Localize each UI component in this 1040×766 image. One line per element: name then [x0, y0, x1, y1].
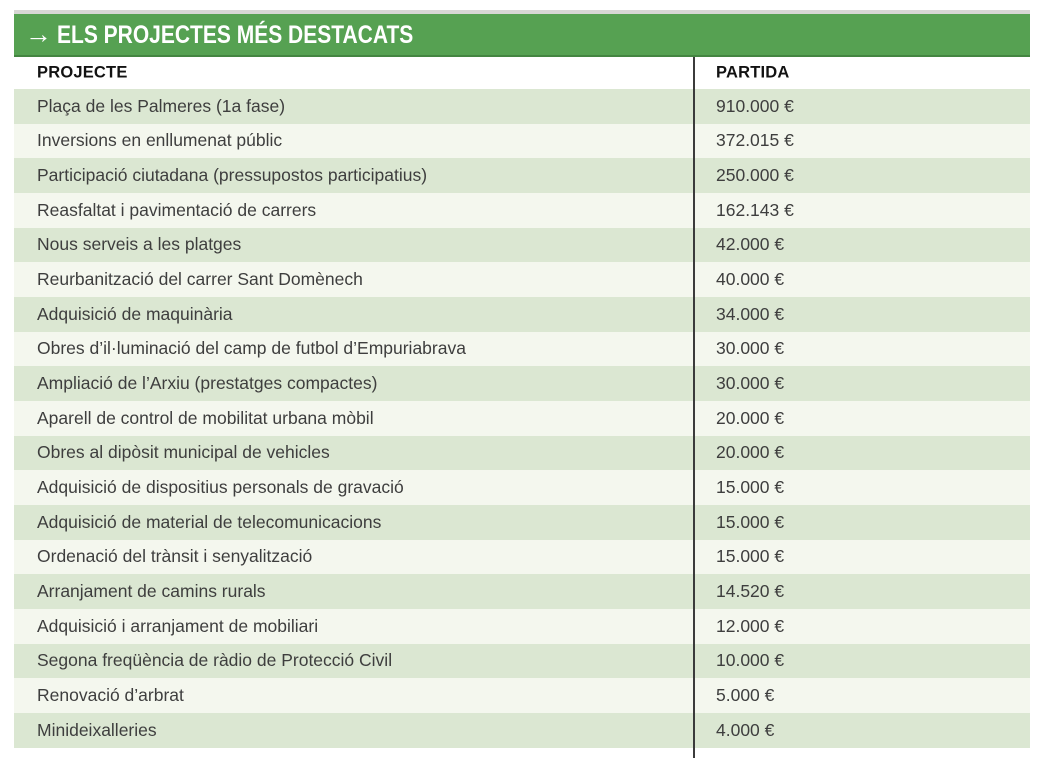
projecte-cell: Participació ciutadana (pressupostos par… [37, 164, 428, 185]
table-row: Arranjament de camins rurals 14.520 € [14, 574, 1030, 610]
partida-cell: 372.015 € [716, 130, 794, 151]
projecte-cell: Plaça de les Palmeres (1a fase) [37, 95, 286, 116]
column-divider [693, 57, 695, 758]
projecte-cell: Adquisició de material de telecomunicaci… [37, 511, 382, 532]
partida-cell: 250.000 € [716, 164, 794, 185]
projecte-cell: Aparell de control de mobilitat urbana m… [37, 407, 374, 428]
partida-cell: 10.000 € [716, 650, 785, 671]
table-row: Inversions en enllumenat públic 372.015 € [14, 123, 1030, 159]
table-row: Minideixalleries 4.000 € [14, 713, 1030, 748]
table-row: Nous serveis a les platges 42.000 € [14, 227, 1030, 263]
partida-cell: 12.000 € [716, 615, 785, 636]
partida-cell: 20.000 € [716, 442, 785, 463]
projecte-cell: Reasfaltat i pavimentació de carrers [37, 199, 317, 220]
partida-cell: 910.000 € [716, 95, 794, 116]
partida-cell: 4.000 € [716, 719, 775, 740]
column-header-partida: PARTIDA [716, 63, 790, 82]
projecte-cell: Ordenació del trànsit i senyalització [37, 546, 313, 567]
table-row: Ampliació de l’Arxiu (prestatges compact… [14, 366, 1030, 402]
partida-cell: 40.000 € [716, 268, 785, 289]
partida-cell: 15.000 € [716, 511, 785, 532]
table-row: Adquisició de dispositius personals de g… [14, 470, 1030, 506]
projecte-cell: Adquisició i arranjament de mobiliari [37, 615, 319, 636]
arrow-right-icon: → [25, 19, 52, 49]
partida-cell: 162.143 € [716, 199, 794, 220]
partida-cell: 15.000 € [716, 476, 785, 497]
title-bar: → ELS PROJECTES MÉS DESTACATS [14, 14, 1030, 57]
table-row: Obres d’il·luminació del camp de futbol … [14, 331, 1030, 367]
projecte-cell: Ampliació de l’Arxiu (prestatges compact… [37, 372, 378, 393]
projecte-cell: Segona freqüència de ràdio de Protecció … [37, 650, 393, 671]
column-headers: PROJECTE PARTIDA [14, 57, 1030, 89]
projecte-cell: Nous serveis a les platges [37, 234, 242, 255]
partida-cell: 5.000 € [716, 685, 775, 705]
projecte-cell: Obres d’il·luminació del camp de futbol … [37, 338, 466, 359]
table-row: Renovació d’arbrat 5.000 € [14, 678, 1030, 714]
table-row: Plaça de les Palmeres (1a fase) 910.000 € [14, 89, 1030, 124]
table-row: Reasfaltat i pavimentació de carrers 162.… [14, 193, 1030, 228]
projecte-cell: Adquisició de dispositius personals de g… [37, 476, 404, 497]
partida-cell: 14.520 € [716, 580, 785, 601]
table-body: Plaça de les Palmeres (1a fase) 910.000 €… [14, 89, 1030, 748]
partida-cell: 34.000 € [716, 303, 785, 324]
column-header-projecte: PROJECTE [37, 63, 128, 82]
page-title: ELS PROJECTES MÉS DESTACATS [57, 21, 414, 49]
projecte-cell: Inversions en enllumenat públic [37, 130, 283, 151]
table-row: Adquisició de material de telecomunicaci… [14, 505, 1030, 540]
table-row: Adquisició i arranjament de mobiliari 12.… [14, 609, 1030, 644]
projecte-cell: Reurbanització del carrer Sant Domènech [37, 268, 363, 289]
projecte-cell: Renovació d’arbrat [37, 685, 184, 705]
table-row: Adquisició de maquinària 34.000 € [14, 297, 1030, 332]
table-row: Reurbanització del carrer Sant Domènech 4… [14, 262, 1030, 298]
partida-cell: 42.000 € [716, 234, 785, 255]
table-row: Ordenació del trànsit i senyalització 15.… [14, 539, 1030, 575]
top-strip [14, 10, 1030, 14]
table-row: Obres al dipòsit municipal de vehicles 20… [14, 435, 1030, 471]
table-row: Segona freqüència de ràdio de Protecció … [14, 643, 1030, 679]
projecte-cell: Adquisició de maquinària [37, 303, 233, 324]
table-row: Participació ciutadana (pressupostos par… [14, 158, 1030, 194]
partida-cell: 15.000 € [716, 546, 785, 567]
table-row: Aparell de control de mobilitat urbana m… [14, 401, 1030, 436]
infographic-table: → ELS PROJECTES MÉS DESTACATS PROJECTE P… [14, 10, 1030, 758]
partida-cell: 30.000 € [716, 372, 785, 393]
partida-cell: 20.000 € [716, 407, 785, 428]
partida-cell: 30.000 € [716, 338, 785, 359]
projecte-cell: Obres al dipòsit municipal de vehicles [37, 442, 330, 463]
projecte-cell: Minideixalleries [37, 719, 157, 740]
projecte-cell: Arranjament de camins rurals [37, 580, 266, 601]
